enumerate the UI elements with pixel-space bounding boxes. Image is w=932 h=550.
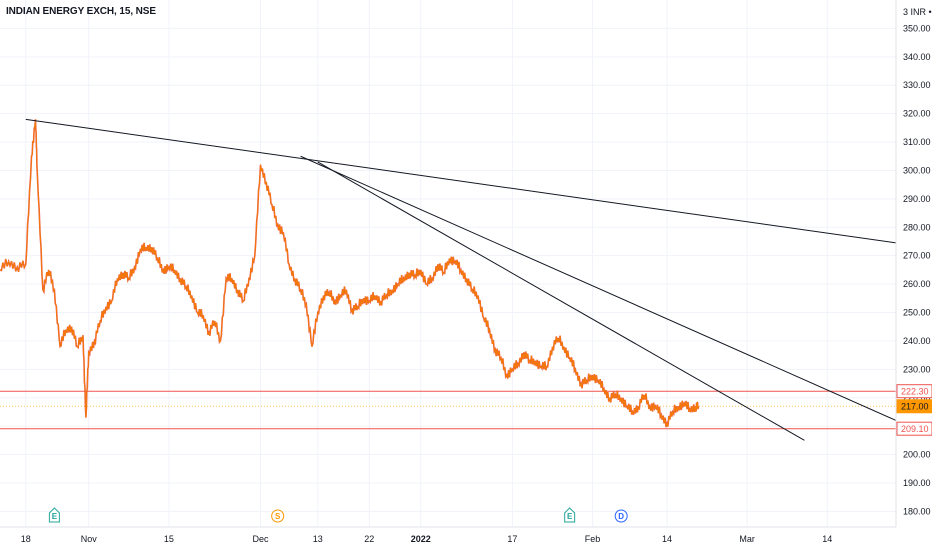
x-tick-label: Feb xyxy=(585,534,601,544)
x-tick-label: 2022 xyxy=(411,534,431,544)
event-marker-letter: E xyxy=(52,512,58,521)
x-axis-labels: 18 Nov 15 Dec 13 22 2022 17 Feb 14 Mar 14 xyxy=(21,534,833,544)
price-tag-box xyxy=(896,384,932,399)
earnings-badge-icon xyxy=(48,507,60,523)
y-tick-label: 280.00 xyxy=(903,222,931,232)
x-tick-label: Dec xyxy=(252,534,269,544)
y-tick-label: 330.00 xyxy=(903,80,931,90)
x-tick-label: 18 xyxy=(21,534,31,544)
y-tick-label: 200.00 xyxy=(903,450,931,460)
y-axis-labels: 180.00190.00200.00210.00220.00230.00240.… xyxy=(903,23,931,516)
trendline xyxy=(300,155,897,421)
trendline xyxy=(317,161,805,441)
trendline xyxy=(25,118,897,244)
y-tick-label: 260.00 xyxy=(903,279,931,289)
y-tick-label: 300.00 xyxy=(903,165,931,175)
dividend-badge-icon xyxy=(614,509,628,523)
y-tick-label: 350.00 xyxy=(903,23,931,33)
earnings-badge-icon xyxy=(564,507,576,523)
last-price-tag: 217.00 xyxy=(896,399,932,414)
x-tick-label: 14 xyxy=(822,534,832,544)
y-tick-label: 310.00 xyxy=(903,137,931,147)
y-tick-label: 240.00 xyxy=(903,336,931,346)
event-marker-letter: D xyxy=(618,512,624,521)
split-badge-icon xyxy=(271,509,285,523)
axes: 3 INR • xyxy=(0,0,932,528)
y-tick-label: 290.00 xyxy=(903,194,931,204)
event-marker[interactable]: D xyxy=(614,509,628,523)
price-series xyxy=(0,119,700,428)
grid xyxy=(0,0,896,527)
x-tick-label: Nov xyxy=(81,534,98,544)
y-tick-label: 340.00 xyxy=(903,52,931,62)
price-tags: 222.30 209.10 217.00 xyxy=(896,384,932,436)
x-tick-label: 15 xyxy=(164,534,174,544)
trendlines xyxy=(25,118,897,441)
x-tick-label: 17 xyxy=(507,534,517,544)
event-marker[interactable]: S xyxy=(271,509,285,523)
chart-title: INDIAN ENERGY EXCH, 15, NSE xyxy=(6,6,156,17)
event-marker-letter: E xyxy=(567,512,573,521)
y-tick-label: 270.00 xyxy=(903,251,931,261)
price-tag-box xyxy=(896,421,932,436)
price-line-tag: 209.10 xyxy=(896,421,932,436)
price-line-tag: 222.30 xyxy=(896,384,932,399)
price-series-line xyxy=(0,119,699,428)
x-tick-label: 14 xyxy=(662,534,672,544)
price-tag-value: 222.30 xyxy=(901,386,929,396)
event-marker[interactable]: E xyxy=(48,507,60,523)
x-tick-label: Mar xyxy=(739,534,755,544)
y-tick-label: 180.00 xyxy=(903,506,931,516)
y-tick-label: 250.00 xyxy=(903,308,931,318)
event-marker-letter: S xyxy=(275,512,281,521)
price-lines xyxy=(0,390,896,430)
x-tick-label: 13 xyxy=(313,534,323,544)
y-tick-label: 320.00 xyxy=(903,109,931,119)
event-marker[interactable]: E xyxy=(564,507,576,523)
price-tag-value: 209.10 xyxy=(901,424,929,434)
price-tag-value: 217.00 xyxy=(901,401,929,411)
price-tag-box xyxy=(896,399,932,414)
scale-indicator[interactable]: 3 INR • xyxy=(903,7,932,17)
x-tick-label: 22 xyxy=(364,534,374,544)
y-tick-label: 230.00 xyxy=(903,364,931,374)
y-tick-label: 190.00 xyxy=(903,478,931,488)
